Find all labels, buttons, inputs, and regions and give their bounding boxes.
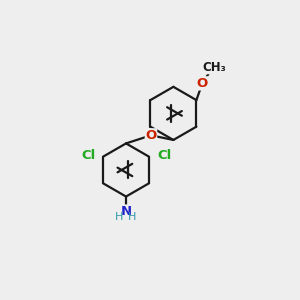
Text: Cl: Cl [157, 149, 171, 162]
Text: H: H [128, 212, 137, 222]
Text: H: H [116, 212, 124, 222]
Text: Cl: Cl [81, 149, 95, 162]
Text: O: O [146, 129, 157, 142]
Text: N: N [121, 205, 132, 218]
Text: CH₃: CH₃ [202, 61, 226, 74]
Text: O: O [196, 77, 208, 90]
